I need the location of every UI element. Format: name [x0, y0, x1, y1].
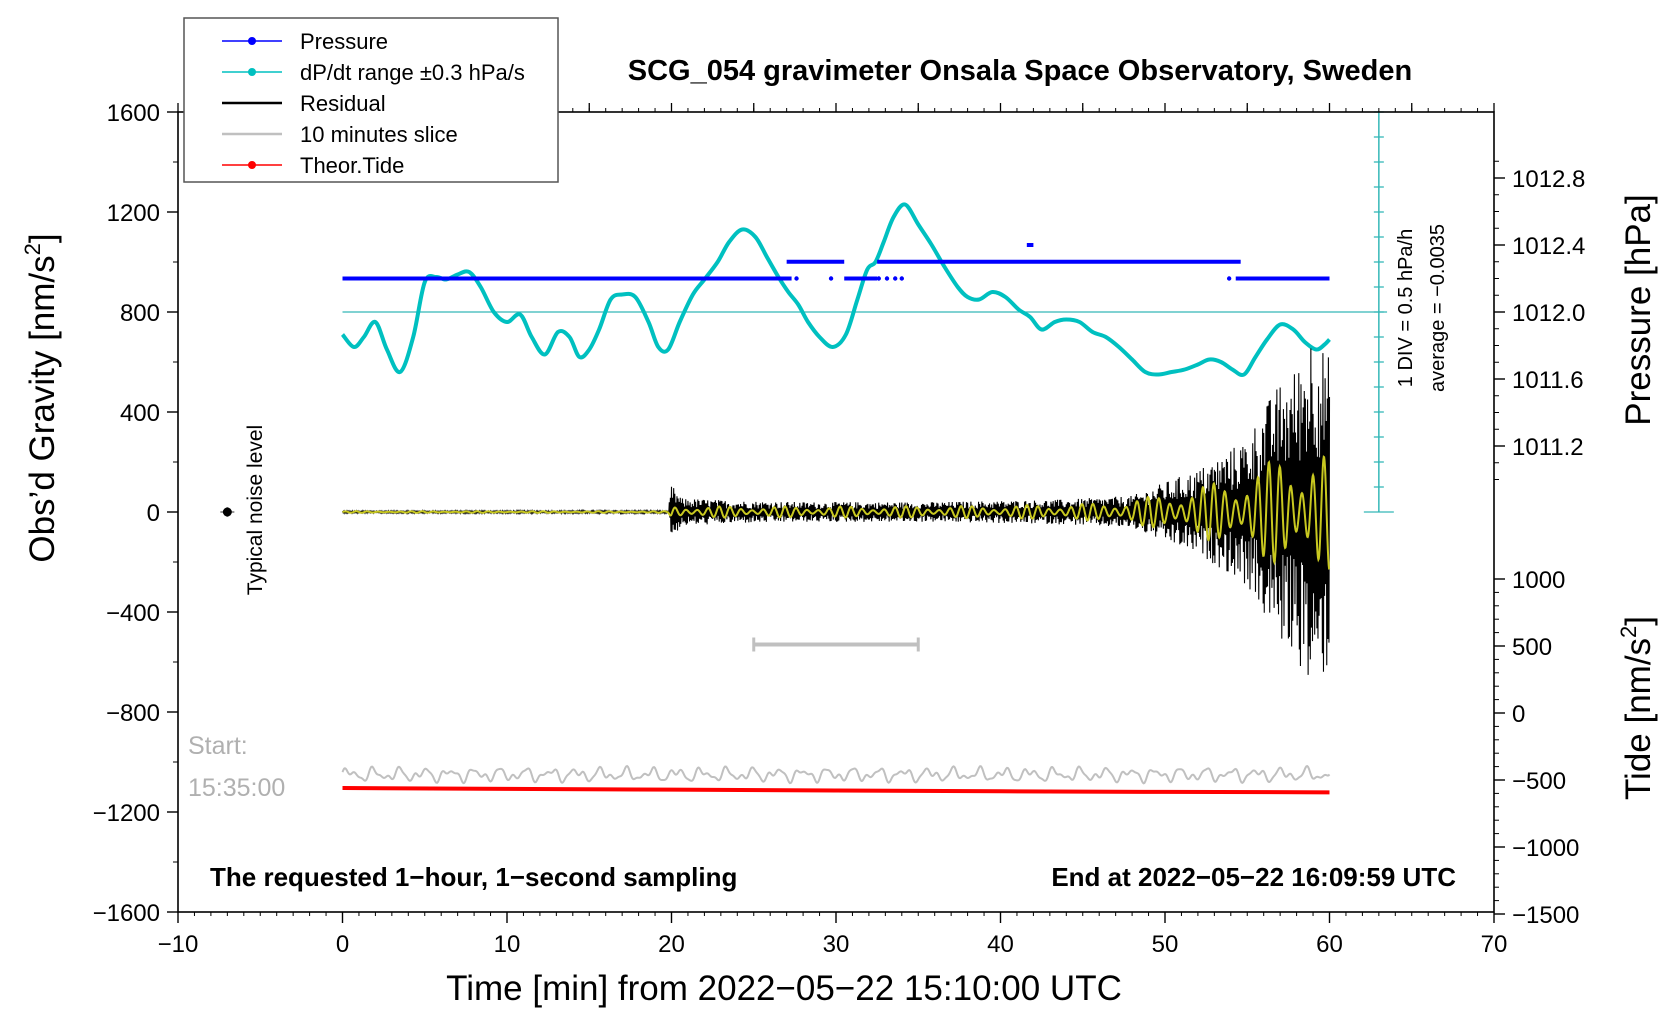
x-tick-label: 30	[823, 931, 850, 958]
pressure-tick-label: 1012.0	[1512, 300, 1585, 327]
tide-line	[342, 786, 1330, 795]
x-tick-label: 70	[1481, 931, 1508, 958]
tide-tick-label: 1000	[1512, 567, 1565, 594]
pressure-point	[893, 276, 898, 281]
legend-marker	[248, 161, 256, 169]
pressure-point	[876, 276, 881, 281]
y-tick-label: 0	[147, 500, 160, 527]
x-axis-label: Time [min] from 2022−05−22 15:10:00 UTC	[446, 969, 1122, 1008]
y-tick-label: −800	[106, 700, 160, 727]
legend-entries: Pressure dP/dt range ±0.3 hPa/s Residual 10…	[222, 29, 525, 178]
pressure-tick-label: 1012.4	[1512, 233, 1585, 260]
slice-line	[341, 764, 1331, 785]
start-time: 15:35:00	[188, 774, 285, 802]
x-tick-label: 20	[658, 931, 685, 958]
axes: −10 0 10 20 30 40 50 60 70 1600 1200 800 400 0 −400 −80…	[93, 100, 1586, 958]
average-label: average = −0.0035	[1427, 224, 1449, 392]
plot-area	[220, 111, 1394, 795]
y-axis-label-pressure: Pressure [hPa]	[1619, 194, 1658, 426]
legend-label: 10 minutes slice	[300, 122, 458, 147]
tide-tick-label: 0	[1512, 701, 1525, 728]
pressure-point	[794, 276, 799, 281]
legend-label: Theor.Tide	[300, 153, 404, 178]
y-axis-label-left: Obs’d Gravity [nm/s2]	[20, 233, 62, 562]
x-tick-label: 40	[987, 931, 1014, 958]
legend-marker	[248, 68, 256, 76]
y-tick-label: 1600	[107, 100, 160, 127]
y-tick-label: 400	[120, 400, 160, 427]
div-label: 1 DIV = 0.5 hPa/h	[1395, 229, 1417, 387]
tide-tick-label: −1000	[1512, 835, 1579, 862]
legend-label: Residual	[300, 91, 386, 116]
legend-box	[183, 17, 559, 183]
pressure-point	[1226, 276, 1232, 281]
x-tick-label: 60	[1316, 931, 1343, 958]
pressure-tick-label: 1011.2	[1512, 434, 1584, 461]
legend-marker	[248, 37, 256, 45]
pressure-point	[828, 276, 834, 281]
tide-tick-label: −500	[1512, 768, 1566, 795]
x-tick-label: 50	[1152, 931, 1179, 958]
x-tick-label: 10	[494, 931, 521, 958]
chart-title: SCG_054 gravimeter Onsala Space Observat…	[628, 55, 1412, 87]
noise-level-label: Typical noise level	[244, 425, 267, 595]
legend-label: dP/dt range ±0.3 hPa/s	[300, 60, 525, 85]
x-tick-label: 0	[336, 931, 349, 958]
y-tick-label: −1200	[93, 800, 160, 827]
x-tick-label: −10	[158, 931, 199, 958]
noise-level-point	[222, 507, 232, 517]
y-axis-label-tide: Tide [nm/s2]	[1616, 616, 1658, 800]
bottom-left-annotation: The requested 1−hour, 1−second sampling	[210, 862, 737, 892]
pressure-tick-label: 1011.6	[1512, 367, 1584, 394]
tide-tick-label: −1500	[1512, 902, 1579, 929]
y-tick-label: −400	[106, 600, 160, 627]
pressure-tick-label: 1012.8	[1512, 166, 1585, 193]
pressure-point	[899, 276, 904, 281]
bottom-right-annotation: End at 2022−05−22 16:09:59 UTC	[1051, 862, 1456, 892]
dpdt-line	[340, 202, 1331, 377]
y-tick-label: 1200	[107, 200, 160, 227]
y-tick-label: −1600	[93, 900, 160, 927]
start-label: Start:	[188, 732, 248, 760]
residual-line	[341, 348, 1331, 675]
tide-tick-label: 500	[1512, 634, 1552, 661]
filtered-line	[342, 455, 1331, 570]
legend: Pressure dP/dt range ±0.3 hPa/s Residual 10…	[183, 17, 559, 183]
y-tick-label: 800	[120, 300, 160, 327]
legend-label: Pressure	[300, 29, 388, 54]
pressure-point	[884, 276, 890, 281]
